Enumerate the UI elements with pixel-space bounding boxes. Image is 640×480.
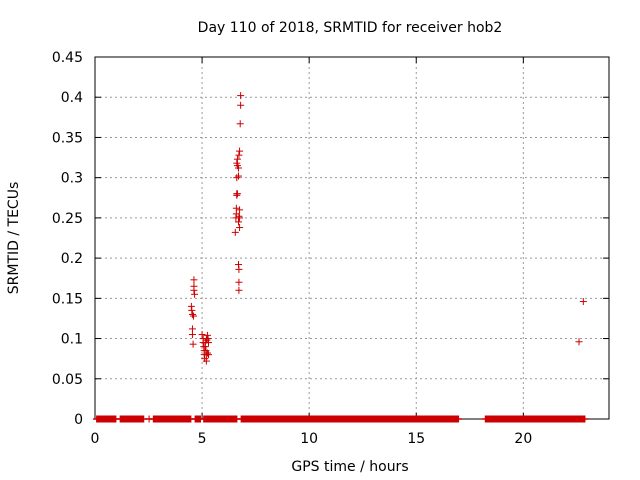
data-point — [203, 331, 211, 339]
x-tick-label: 20 — [514, 431, 532, 447]
data-point — [233, 190, 241, 198]
data-point — [236, 206, 244, 214]
y-tick-label: 0.15 — [52, 291, 83, 307]
chart-title: Day 110 of 2018, SRMTID for receiver hob… — [198, 20, 503, 36]
y-tick-label: 0.3 — [61, 171, 83, 187]
data-point — [232, 204, 240, 212]
y-tick-label: 0.1 — [61, 332, 83, 348]
y-tick-label: 0.4 — [61, 90, 83, 106]
data-points — [187, 92, 587, 365]
data-point — [188, 306, 196, 314]
data-point — [190, 312, 198, 320]
y-tick-label: 0.2 — [61, 251, 83, 267]
data-point — [202, 357, 210, 365]
data-point — [205, 339, 213, 347]
zero-segment-marks — [152, 415, 192, 423]
data-point — [575, 338, 583, 346]
grid — [95, 57, 609, 419]
y-tick-label: 0.35 — [52, 130, 83, 146]
data-point — [188, 310, 196, 318]
data-point — [233, 174, 241, 182]
x-tick-label: 15 — [407, 431, 425, 447]
x-tick-label: 5 — [198, 431, 207, 447]
data-point — [188, 331, 196, 339]
data-point — [237, 92, 245, 100]
data-point — [190, 286, 198, 294]
plot-frame — [94, 56, 610, 420]
zero-segment-marks — [96, 415, 117, 423]
x-axis-label: GPS time / hours — [291, 459, 408, 475]
data-point — [235, 265, 243, 273]
y-tick-label: 0.05 — [52, 372, 83, 388]
y-tick-label: 0.25 — [52, 211, 83, 227]
data-point — [233, 155, 241, 163]
zero-segment-marks — [194, 415, 202, 423]
data-point — [201, 343, 209, 351]
zero-segment-marks — [119, 415, 145, 423]
zero-segment-marks — [203, 415, 238, 423]
data-point — [198, 331, 206, 339]
data-point — [235, 278, 243, 286]
zero-segment-marks — [240, 415, 460, 423]
y-axis-label: SRMTID / TECUs — [6, 182, 22, 295]
zero-segment-marks — [484, 415, 586, 423]
y-tick-label: 0.45 — [52, 50, 83, 66]
data-point — [234, 172, 242, 180]
data-point — [579, 298, 587, 306]
zero-segment-marks — [148, 415, 150, 423]
data-point — [235, 212, 243, 220]
data-point — [234, 164, 242, 172]
data-point — [236, 214, 244, 222]
data-point — [235, 151, 243, 159]
data-point — [236, 147, 244, 155]
data-point — [205, 351, 213, 359]
data-point — [236, 120, 244, 128]
data-point — [237, 101, 245, 109]
data-point — [189, 340, 197, 348]
y-tick-label: 0 — [74, 412, 83, 428]
zero-value-markers — [93, 415, 589, 423]
axis-ticks: 0 5 10 15 20 0 0.05 0.1 0.15 0.2 0.25 0.3 0.35 0.4 0.4… — [52, 50, 609, 447]
x-tick-label: 0 — [91, 431, 100, 447]
data-point — [235, 286, 243, 294]
data-point — [231, 228, 239, 236]
data-point — [191, 290, 199, 298]
data-point — [203, 349, 211, 357]
data-point — [236, 224, 244, 232]
data-point — [190, 276, 198, 284]
x-tick-label: 10 — [300, 431, 318, 447]
